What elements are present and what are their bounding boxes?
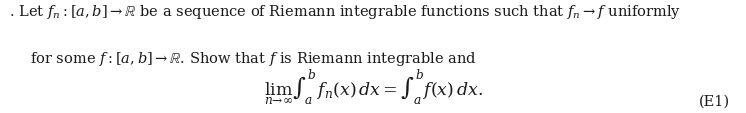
Text: for some $f : [a, b] \rightarrow \mathbb{R}$. Show that $f$ is Riemann integrabl: for some $f : [a, b] \rightarrow \mathbb… <box>30 50 477 68</box>
Text: $\lim_{n \rightarrow \infty} \int_a^b f_n(x)\, dx = \int_a^b f(x)\, dx.$: $\lim_{n \rightarrow \infty} \int_a^b f_… <box>263 68 483 107</box>
Text: . Let $f_n : [a, b] \rightarrow \mathbb{R}$ be a sequence of Riemann integrable : . Let $f_n : [a, b] \rightarrow \mathbb{… <box>9 3 681 21</box>
Text: (E1): (E1) <box>698 93 730 107</box>
